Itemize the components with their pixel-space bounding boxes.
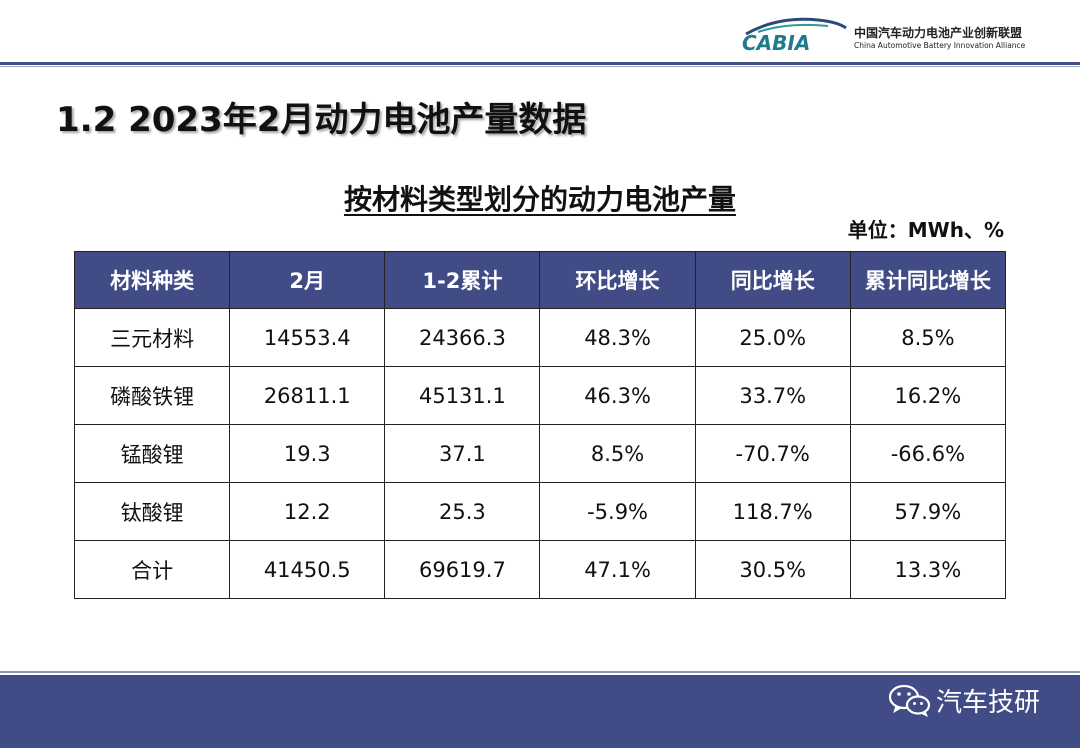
cabia-logo: CABIA 中国汽车动力电池产业创新联盟 China Automotive Ba… [738, 14, 1038, 54]
header-february: 2月 [229, 251, 386, 309]
cell-cumulative-yoy: -66.6% [849, 424, 1007, 483]
org-name-cn: 中国汽车动力电池产业创新联盟 [854, 26, 1023, 40]
header-cumulative-yoy: 累计同比增长 [849, 251, 1007, 309]
header-bar [0, 0, 1080, 62]
cell-mom-growth: 47.1% [539, 540, 696, 599]
cell-february: 26811.1 [229, 366, 386, 425]
header-divider [0, 62, 1080, 65]
cell-yoy-growth: -70.7% [694, 424, 851, 483]
footer-brand: 汽车技研 [936, 688, 1041, 718]
table-row: 钛酸锂 12.2 25.3 -5.9% 118.7% 57.9% [73, 482, 1007, 541]
cell-mom-growth: 48.3% [539, 308, 696, 367]
cell-mom-growth: 46.3% [539, 366, 696, 425]
table-row: 三元材料 14553.4 24366.3 48.3% 25.0% 8.5% [73, 308, 1007, 367]
footer-divider [0, 671, 1080, 673]
table-title-text: 按材料类型划分的动力电池产量 [343, 183, 736, 216]
cell-cumulative-yoy: 8.5% [849, 308, 1007, 367]
cell-february: 41450.5 [229, 540, 386, 599]
production-table: 材料种类 2月 1-2累计 环比增长 同比增长 累计同比增长 三元材料 1455… [73, 251, 1007, 599]
logo-mark: CABIA [742, 31, 810, 54]
cell-cumulative: 69619.7 [384, 540, 541, 599]
cell-february: 19.3 [229, 424, 386, 483]
header-mom-growth: 环比增长 [539, 251, 696, 309]
wechat-icon [888, 684, 931, 718]
cell-yoy-growth: 118.7% [694, 482, 851, 541]
cell-cumulative: 45131.1 [384, 366, 541, 425]
header-cumulative: 1-2累计 [384, 251, 541, 309]
cell-cumulative: 37.1 [384, 424, 541, 483]
cabia-logo-icon: CABIA [742, 17, 847, 54]
cell-material: 钛酸锂 [73, 482, 231, 541]
cell-cumulative-yoy: 57.9% [849, 482, 1007, 541]
cell-mom-growth: -5.9% [539, 482, 696, 541]
table-row: 锰酸锂 19.3 37.1 8.5% -70.7% -66.6% [73, 424, 1007, 483]
cell-february: 12.2 [229, 482, 386, 541]
cell-yoy-growth: 30.5% [694, 540, 851, 599]
cell-yoy-growth: 33.7% [694, 366, 851, 425]
page-title: 1.2 2023年2月动力电池产量数据 [56, 100, 587, 140]
unit-label: 单位：MWh、% [847, 218, 1004, 242]
header-yoy-growth: 同比增长 [694, 251, 851, 309]
header-divider-thin [0, 66, 1080, 67]
cell-material: 磷酸铁锂 [73, 366, 231, 425]
cell-cumulative-yoy: 13.3% [849, 540, 1007, 599]
table-title: 按材料类型划分的动力电池产量 [0, 178, 1080, 218]
table-row: 磷酸铁锂 26811.1 45131.1 46.3% 33.7% 16.2% [73, 366, 1007, 425]
cell-material: 合计 [73, 540, 231, 599]
cell-mom-growth: 8.5% [539, 424, 696, 483]
table-header-row: 材料种类 2月 1-2累计 环比增长 同比增长 累计同比增长 [73, 251, 1007, 309]
cell-february: 14553.4 [229, 308, 386, 367]
cell-yoy-growth: 25.0% [694, 308, 851, 367]
cell-material: 三元材料 [73, 308, 231, 367]
cell-cumulative: 25.3 [384, 482, 541, 541]
cell-material: 锰酸锂 [73, 424, 231, 483]
org-name-en: China Automotive Battery Innovation Alli… [854, 41, 1026, 50]
cell-cumulative-yoy: 16.2% [849, 366, 1007, 425]
table-row-total: 合计 41450.5 69619.7 47.1% 30.5% 13.3% [73, 540, 1007, 599]
header-material: 材料种类 [73, 251, 231, 309]
cell-cumulative: 24366.3 [384, 308, 541, 367]
